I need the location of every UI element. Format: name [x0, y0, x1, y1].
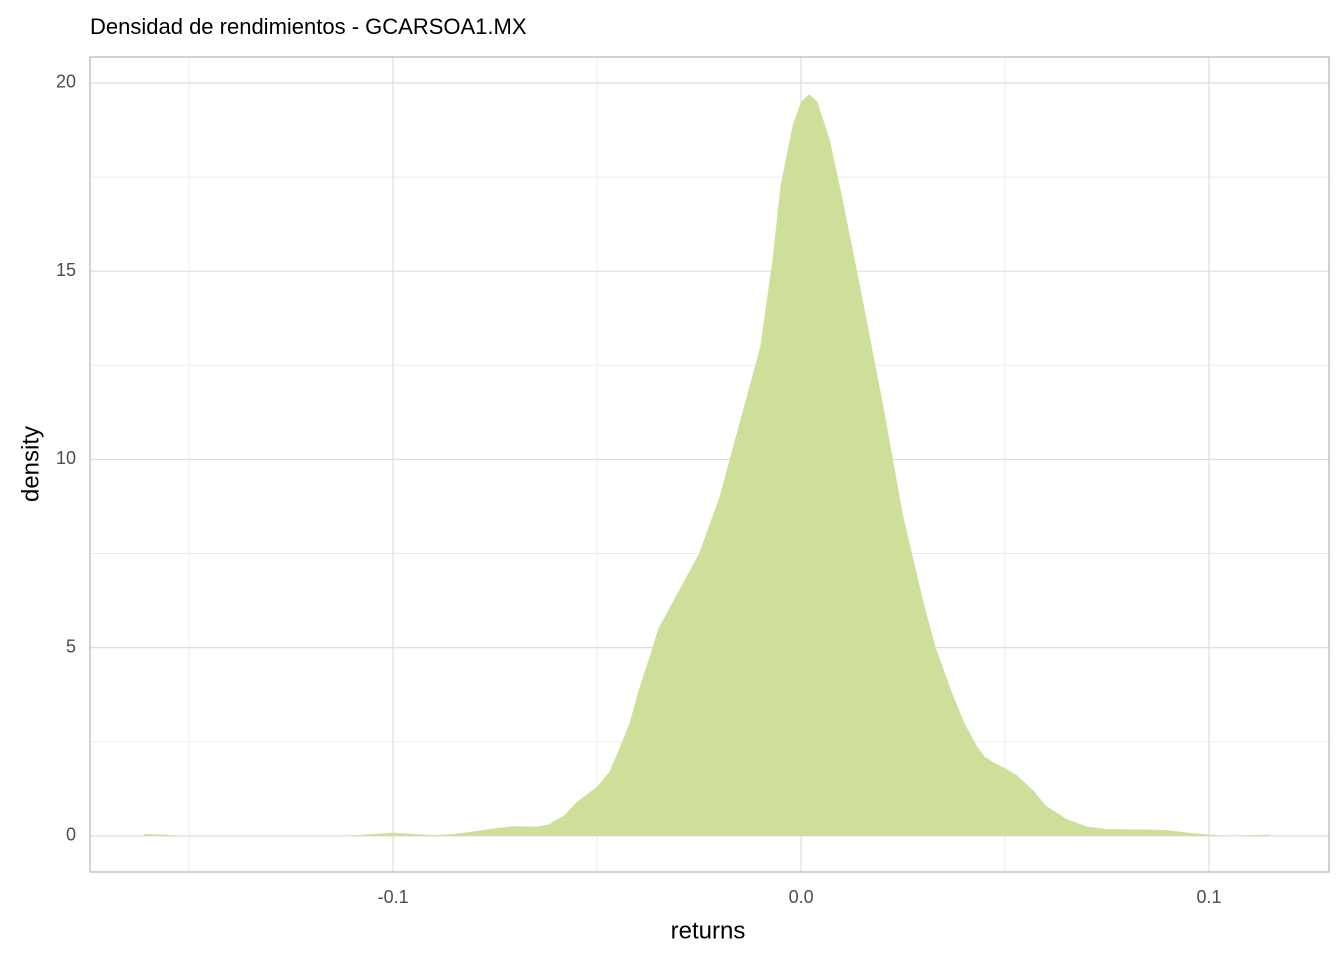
x-axis-label: returns: [671, 917, 746, 944]
y-tick-label: 20: [56, 72, 76, 92]
y-tick-label: 15: [56, 260, 76, 280]
y-tick-label: 10: [56, 448, 76, 468]
x-tick-label: 0.0: [789, 887, 814, 907]
y-tick-label: 0: [66, 825, 76, 845]
x-tick-label: -0.1: [378, 887, 409, 907]
y-axis-label: density: [17, 426, 44, 502]
density-area: [144, 94, 1271, 836]
panel-border: [89, 56, 1330, 873]
y-tick-label: 5: [66, 636, 76, 656]
x-tick-label: 0.1: [1197, 887, 1222, 907]
chart-title: Densidad de rendimientos - GCARSOA1.MX: [90, 14, 527, 39]
